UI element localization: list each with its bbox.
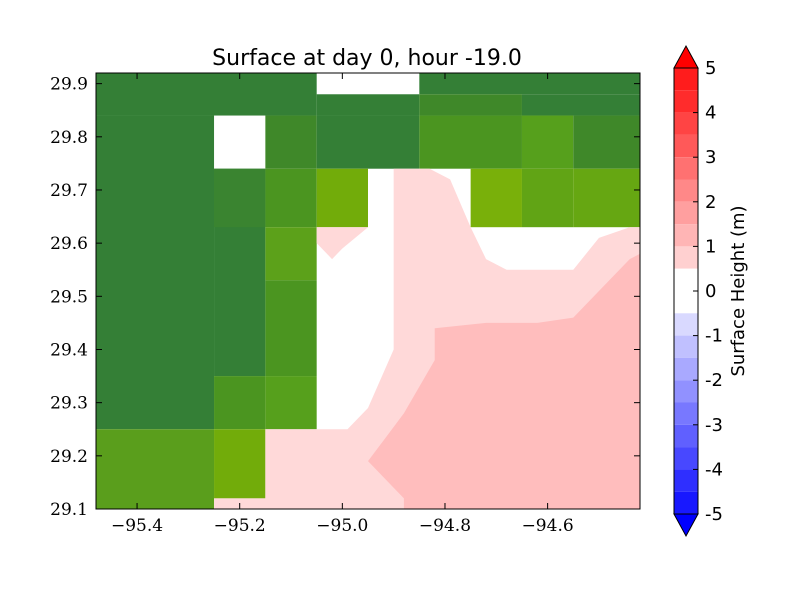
x-tick-label: −95.4 xyxy=(111,516,163,536)
colorbar-band xyxy=(674,224,698,247)
colorbar-tick-label: 0 xyxy=(705,281,716,302)
colorbar-tick-label: 2 xyxy=(705,192,716,213)
land-cell xyxy=(419,94,522,116)
colorbar-band xyxy=(674,491,698,514)
colorbar-band xyxy=(674,313,698,336)
colorbar-tick-label: -1 xyxy=(705,326,723,347)
land-cell xyxy=(96,73,317,116)
land-cell xyxy=(521,94,640,116)
y-tick-label: 29.7 xyxy=(50,181,88,201)
y-tick-label: 29.8 xyxy=(50,128,88,148)
land-cell xyxy=(214,168,266,228)
land-cell xyxy=(521,115,574,169)
y-axis: 29.1 29.2 29.3 29.4 29.5 29.6 29.7 29.8 29.9 xyxy=(50,75,640,520)
land-cell xyxy=(214,376,266,430)
land-cell xyxy=(265,376,317,430)
colorbar-band xyxy=(674,424,698,448)
land-cell xyxy=(265,280,317,377)
colorbar-tick-label: 4 xyxy=(705,103,716,124)
land-cell xyxy=(419,115,522,169)
colorbar-band xyxy=(674,179,698,202)
land-cell xyxy=(470,168,522,228)
chart-title: Surface at day 0, hour -19.0 xyxy=(212,46,522,71)
colorbar-tick-label: 3 xyxy=(705,147,716,168)
colorbar-band xyxy=(674,201,698,225)
land-cell xyxy=(316,115,420,169)
colorbar-label: Surface Height (m) xyxy=(728,205,749,376)
surface-region-1-2 xyxy=(368,253,640,509)
y-tick-label: 29.1 xyxy=(50,500,88,520)
colorbar-band xyxy=(674,335,698,358)
colorbar-tick-label: -4 xyxy=(705,459,723,480)
x-axis: −95.4 −95.2 −95.0 −94.8 −94.6 xyxy=(111,73,574,536)
colorbar-band xyxy=(674,268,698,291)
y-tick-label: 29.3 xyxy=(50,394,88,414)
colorbar-band xyxy=(674,134,698,158)
colorbar-tick-label: -3 xyxy=(705,415,723,436)
colorbar-band xyxy=(674,469,698,492)
y-tick-label: 29.6 xyxy=(50,234,88,254)
colorbar-over-arrow xyxy=(673,44,699,69)
y-tick-label: 29.5 xyxy=(50,287,88,307)
land-cell xyxy=(96,429,215,509)
land-cell xyxy=(419,73,640,95)
colorbar-under-arrow xyxy=(673,513,699,538)
colorbar-band xyxy=(674,291,698,314)
colorbar-band xyxy=(674,357,698,381)
land-cells-layer xyxy=(96,73,640,509)
colorbar-tick-label: -5 xyxy=(705,504,723,525)
y-tick-label: 29.2 xyxy=(50,447,88,467)
colorbar-tick-label: 5 xyxy=(705,58,716,79)
colorbar-band xyxy=(674,68,698,91)
y-tick-label: 29.4 xyxy=(50,340,88,360)
colorbar-band xyxy=(674,246,698,269)
colorbar-band xyxy=(674,90,698,113)
land-cell xyxy=(573,168,640,228)
surface-region-0-1 xyxy=(316,227,368,260)
x-tick-label: −94.6 xyxy=(522,516,574,536)
land-cell xyxy=(265,227,317,281)
colorbar-band xyxy=(674,112,698,135)
x-tick-label: −95.2 xyxy=(214,516,266,536)
land-cell xyxy=(265,115,317,169)
y-tick-label: 29.9 xyxy=(50,75,88,95)
colorbar-tick-label: -2 xyxy=(705,370,723,391)
colorbar-band xyxy=(674,380,698,403)
land-cell xyxy=(316,168,368,228)
x-tick-label: −95.0 xyxy=(316,516,368,536)
colorbar-band xyxy=(674,402,698,425)
land-cell xyxy=(573,115,640,169)
x-tick-label: −94.8 xyxy=(419,516,471,536)
colorbar: 5 4 3 2 1 0 -1 -2 -3 -4 -5 xyxy=(673,44,723,538)
land-cell xyxy=(316,94,420,116)
colorbar-tick-label: 1 xyxy=(705,236,716,257)
surface-contours-layer xyxy=(214,168,640,509)
land-cell xyxy=(265,168,317,228)
colorbar-band xyxy=(674,157,698,180)
colorbar-band xyxy=(674,447,698,470)
land-cell xyxy=(521,168,574,228)
land-cell xyxy=(96,115,215,430)
plot-frame xyxy=(95,72,641,510)
land-cell xyxy=(214,429,266,499)
